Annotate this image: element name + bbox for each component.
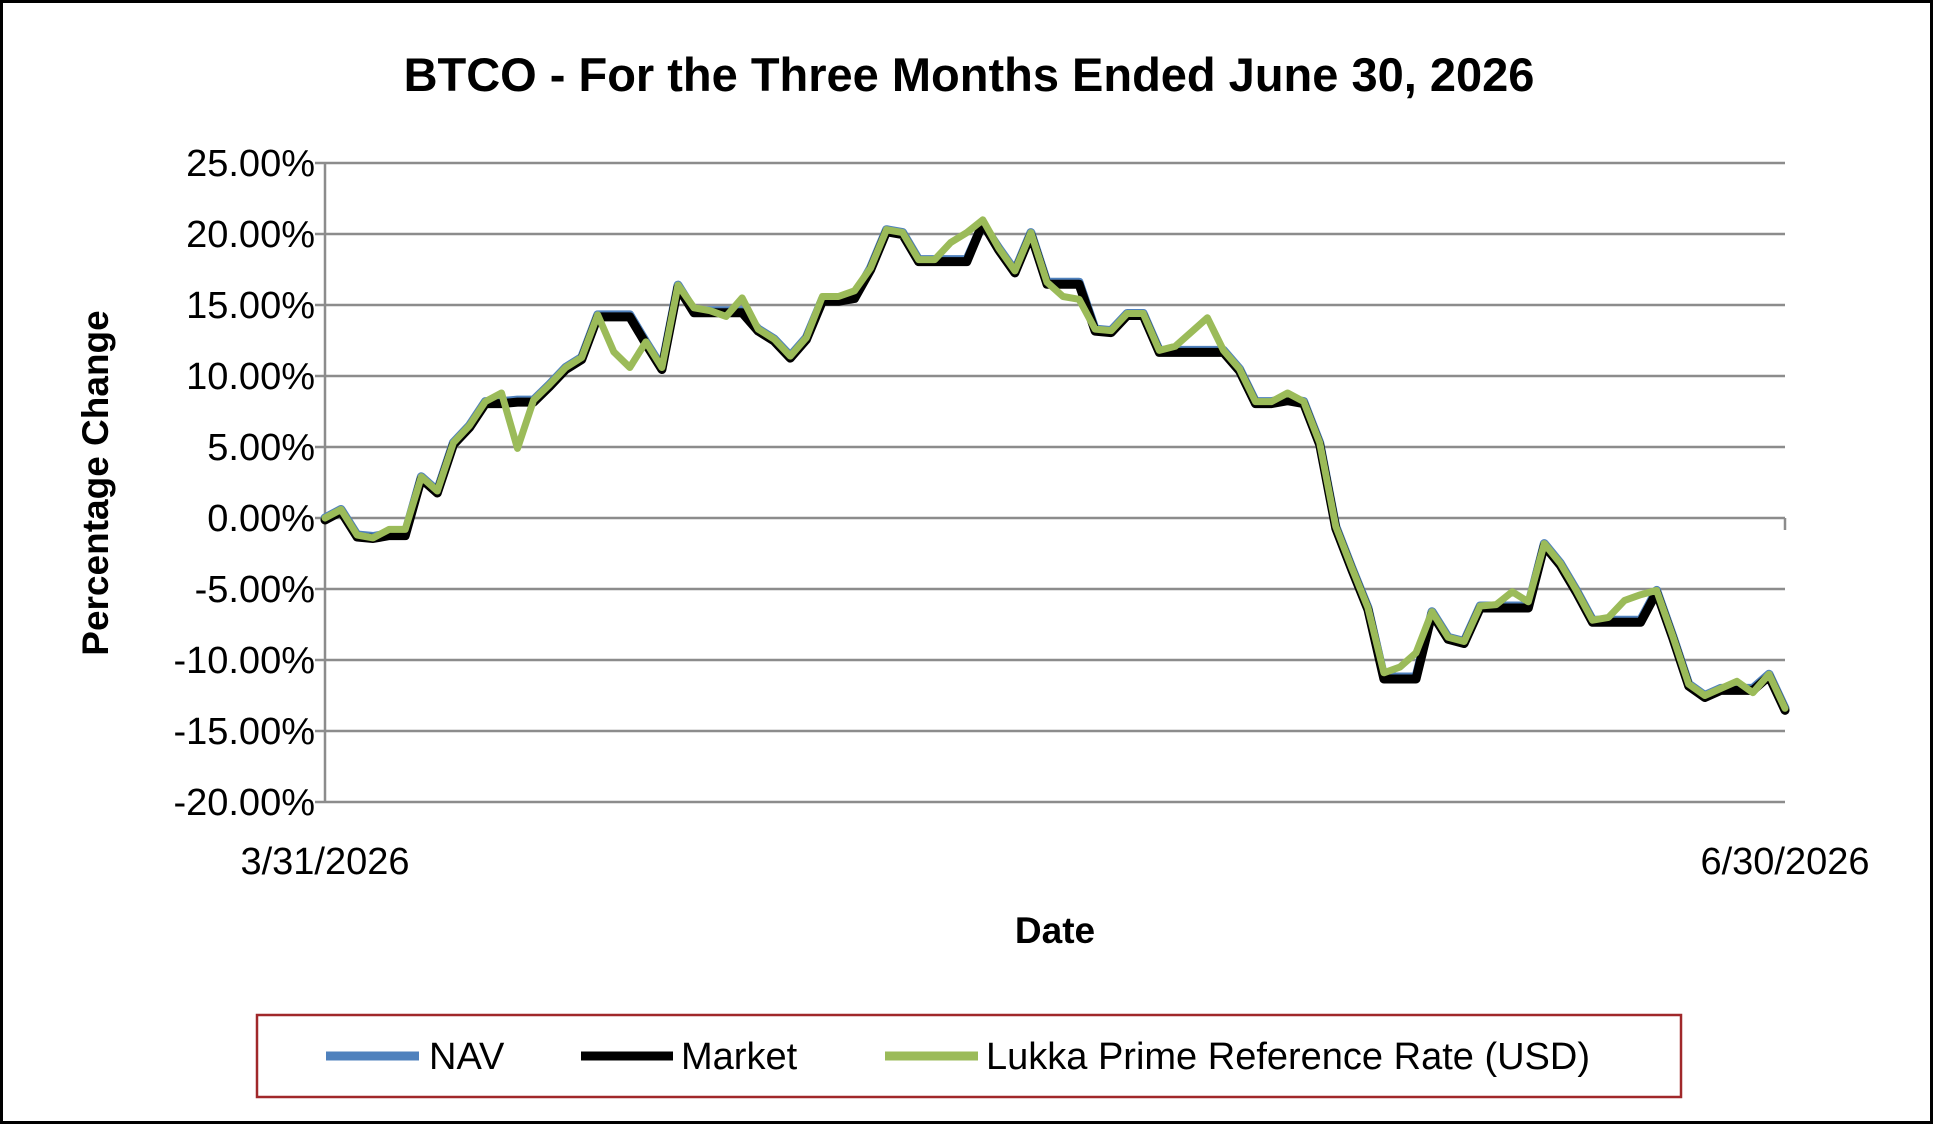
- y-tick-label: 0.00%: [207, 498, 315, 540]
- y-tick-label: -20.00%: [173, 782, 315, 824]
- legend-label-lukka: Lukka Prime Reference Rate (USD): [986, 1036, 1590, 1078]
- series-line-market: [320, 218, 1790, 715]
- y-axis-title: Percentage Change: [75, 310, 116, 655]
- series-lines: [320, 216, 1790, 715]
- series-line-nav: [320, 219, 1790, 713]
- y-tick-label: 20.00%: [186, 214, 315, 256]
- y-tick-label: 15.00%: [186, 285, 315, 327]
- y-tick-label: 25.00%: [186, 143, 315, 185]
- axes: [323, 163, 1787, 802]
- gridlines: [325, 161, 1785, 804]
- line-chart: BTCO - For the Three Months Ended June 3…: [75, 48, 1870, 1099]
- y-axis-ticks: 25.00% 20.00% 15.00% 10.00% 5.00% 0.00% -5.00%…: [173, 143, 325, 824]
- x-tick-label-end: 6/30/2026: [1700, 841, 1869, 883]
- y-tick-label: 10.00%: [186, 356, 315, 398]
- y-tick-label: -10.00%: [173, 640, 315, 682]
- x-tick-label-start: 3/31/2026: [240, 841, 409, 883]
- chart-title: BTCO - For the Three Months Ended June 3…: [404, 48, 1535, 101]
- y-tick-label: -15.00%: [173, 711, 315, 753]
- y-tick-label: -5.00%: [195, 569, 315, 611]
- y-tick-label: 5.00%: [207, 427, 315, 469]
- legend-box: [255, 1013, 1683, 1099]
- legend-label-nav: NAV: [429, 1036, 505, 1078]
- x-axis-title: Date: [1015, 910, 1095, 951]
- series-line-lukka: [321, 216, 1789, 712]
- legend-label-market: Market: [681, 1036, 798, 1078]
